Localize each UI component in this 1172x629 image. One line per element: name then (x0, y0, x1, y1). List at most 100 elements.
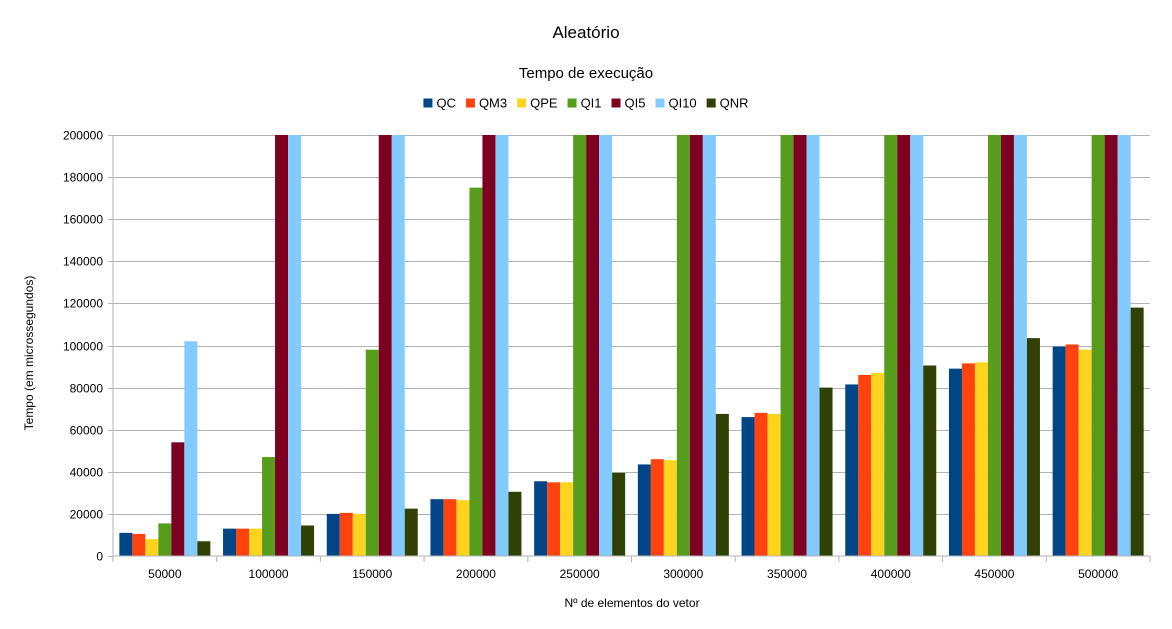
legend: QC QM3 QPE QI1 QI5 QI10 QNR (423, 96, 749, 111)
bar-qi5-100000 (275, 135, 289, 556)
bar-qm3-500000 (1065, 344, 1079, 556)
bar-qm3-350000 (754, 412, 768, 556)
bar-qi10-250000 (599, 135, 613, 556)
x-tick-label: 250000 (560, 567, 600, 581)
bar-qi5-450000 (1000, 135, 1014, 556)
bar-qi1-200000 (469, 187, 483, 557)
bar-qc-150000 (326, 513, 340, 556)
x-tick-label: 150000 (352, 567, 392, 581)
bar-qi1-450000 (987, 135, 1001, 556)
x-tick-label: 500000 (1078, 567, 1118, 581)
bar-qpe-200000 (456, 500, 470, 556)
y-tick-label: 200000 (63, 129, 103, 143)
legend-swatch-qi10 (655, 98, 665, 108)
x-tick-label: 200000 (456, 567, 496, 581)
bar-qm3-200000 (443, 499, 457, 556)
bar-qnr-50000 (197, 541, 211, 556)
bar-qnr-150000 (404, 508, 418, 556)
bar-qi10-50000 (184, 341, 198, 556)
bar-qpe-350000 (767, 413, 781, 556)
legend-label-qi1: QI1 (581, 96, 602, 111)
bar-qnr-400000 (923, 365, 937, 556)
bar-qi1-400000 (884, 135, 898, 556)
chart-subtitle: Tempo de execução (519, 65, 653, 82)
bar-qc-200000 (430, 499, 444, 556)
bars (119, 135, 1144, 557)
y-tick-label: 40000 (70, 466, 104, 480)
bar-qm3-250000 (547, 482, 561, 556)
bar-qnr-200000 (508, 491, 522, 556)
bar-qc-500000 (1052, 346, 1066, 556)
legend-label-qc: QC (436, 96, 456, 111)
bar-qi5-250000 (586, 135, 600, 556)
bar-qm3-150000 (339, 512, 353, 556)
bar-qc-400000 (845, 384, 859, 556)
x-tick-label: 350000 (767, 567, 807, 581)
bar-qm3-100000 (236, 528, 250, 556)
bar-qi1-350000 (780, 135, 794, 556)
bar-qm3-300000 (650, 459, 664, 556)
bar-qi10-150000 (391, 135, 405, 556)
bar-qi5-400000 (897, 135, 911, 556)
y-tick-label: 100000 (63, 340, 103, 354)
x-tick-label: 450000 (974, 567, 1014, 581)
bar-qi1-300000 (676, 135, 690, 556)
y-tick-label: 80000 (70, 382, 104, 396)
y-tick-label: 160000 (63, 213, 103, 227)
bar-qi1-500000 (1091, 135, 1105, 556)
bar-qi5-350000 (793, 135, 807, 556)
bar-qi1-150000 (365, 349, 379, 556)
legend-swatch-qc (423, 98, 433, 108)
x-tick-label: 400000 (871, 567, 911, 581)
legend-swatch-qi1 (567, 98, 577, 108)
bar-qi10-300000 (702, 135, 716, 556)
legend-swatch-qm3 (465, 98, 475, 108)
bar-qc-250000 (534, 481, 548, 556)
bar-qpe-500000 (1078, 349, 1092, 556)
x-tick-label: 50000 (148, 567, 182, 581)
legend-swatch-qnr (706, 98, 716, 108)
bar-qi5-150000 (378, 135, 392, 556)
bar-qnr-500000 (1130, 307, 1144, 556)
bar-qi5-300000 (689, 135, 703, 556)
x-axis-label: Nº de elementos do vetor (564, 596, 699, 610)
legend-label-qnr: QNR (720, 96, 749, 111)
bar-qc-300000 (637, 464, 651, 556)
bar-qnr-250000 (612, 472, 626, 556)
legend-label-qm3: QM3 (479, 96, 507, 111)
bar-qnr-450000 (1026, 338, 1040, 556)
y-tick-label: 120000 (63, 297, 103, 311)
bar-qi10-350000 (806, 135, 820, 556)
bar-qi10-400000 (910, 135, 924, 556)
bar-qpe-400000 (871, 372, 885, 556)
x-tick-label: 100000 (249, 567, 289, 581)
y-tick-label: 20000 (70, 508, 104, 522)
bar-qi10-100000 (288, 135, 302, 556)
chart-title: Aleatório (552, 23, 619, 42)
bar-qpe-50000 (145, 539, 159, 556)
legend-label-qi5: QI5 (625, 96, 646, 111)
bar-qc-50000 (119, 532, 133, 556)
bar-qnr-300000 (715, 413, 729, 556)
y-tick-label: 60000 (70, 424, 104, 438)
bar-qc-350000 (741, 417, 755, 556)
bar-qm3-50000 (132, 533, 146, 556)
y-tick-label: 140000 (63, 255, 103, 269)
legend-swatch-qpe (517, 98, 527, 108)
bar-qnr-350000 (819, 387, 833, 556)
y-tick-label: 180000 (63, 171, 103, 185)
bar-qi10-200000 (495, 135, 509, 556)
bar-qi10-450000 (1013, 135, 1027, 556)
bar-qi1-100000 (262, 457, 276, 556)
bar-qc-450000 (948, 368, 962, 556)
bar-qi5-200000 (482, 135, 496, 556)
legend-swatch-qi5 (611, 98, 621, 108)
bar-qm3-450000 (961, 363, 975, 556)
bar-qpe-100000 (249, 528, 263, 556)
bar-qm3-400000 (858, 374, 872, 556)
x-tick-label: 300000 (663, 567, 703, 581)
bar-qi1-50000 (158, 523, 172, 556)
bar-qi5-500000 (1104, 135, 1118, 556)
